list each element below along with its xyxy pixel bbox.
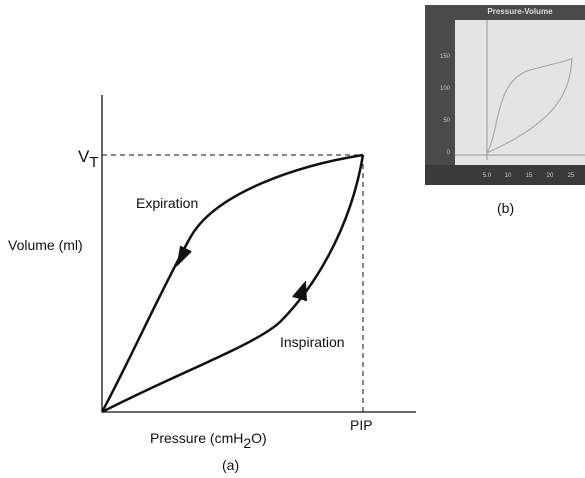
vt-label: VT [78, 147, 99, 171]
inspiration-curve [102, 155, 363, 412]
x-label-sub: 2 [243, 435, 251, 451]
expiration-label: Expiration [136, 195, 198, 211]
screen-x-label: 10 [505, 173, 512, 179]
screen-y-label: 50 [443, 118, 450, 124]
panel-a: VT Expiration Volume (ml) Inspiration PI… [8, 95, 416, 473]
screen-title: Pressure-Volume [487, 7, 553, 16]
x-label-part: O) [251, 430, 267, 446]
screen-y-label: 150 [440, 54, 451, 60]
screen-x-label: 20 [547, 173, 554, 179]
caption-a: (a) [222, 457, 239, 473]
vt-sub: T [89, 154, 98, 171]
screen-y-label: 100 [440, 86, 451, 92]
figure: VT Expiration Volume (ml) Inspiration PI… [0, 0, 585, 478]
inspiration-arrow [293, 283, 306, 301]
pip-label: PIP [350, 417, 373, 433]
y-axis-label: Volume (ml) [8, 237, 83, 253]
screen-x-label: 5.0 [483, 173, 492, 179]
caption-b: (b) [497, 200, 514, 216]
x-axis-label: Pressure (cmH2O) [150, 430, 267, 451]
expiration-arrow [178, 246, 191, 264]
expiration-curve [102, 155, 363, 412]
screen-x-label: 15 [526, 173, 533, 179]
vt-main: V [78, 147, 90, 166]
x-label-part: Pressure (cmH [150, 430, 243, 446]
screen-x-label: 25 [568, 173, 575, 179]
screen-plot [455, 20, 585, 165]
inspiration-label: Inspiration [280, 334, 345, 350]
